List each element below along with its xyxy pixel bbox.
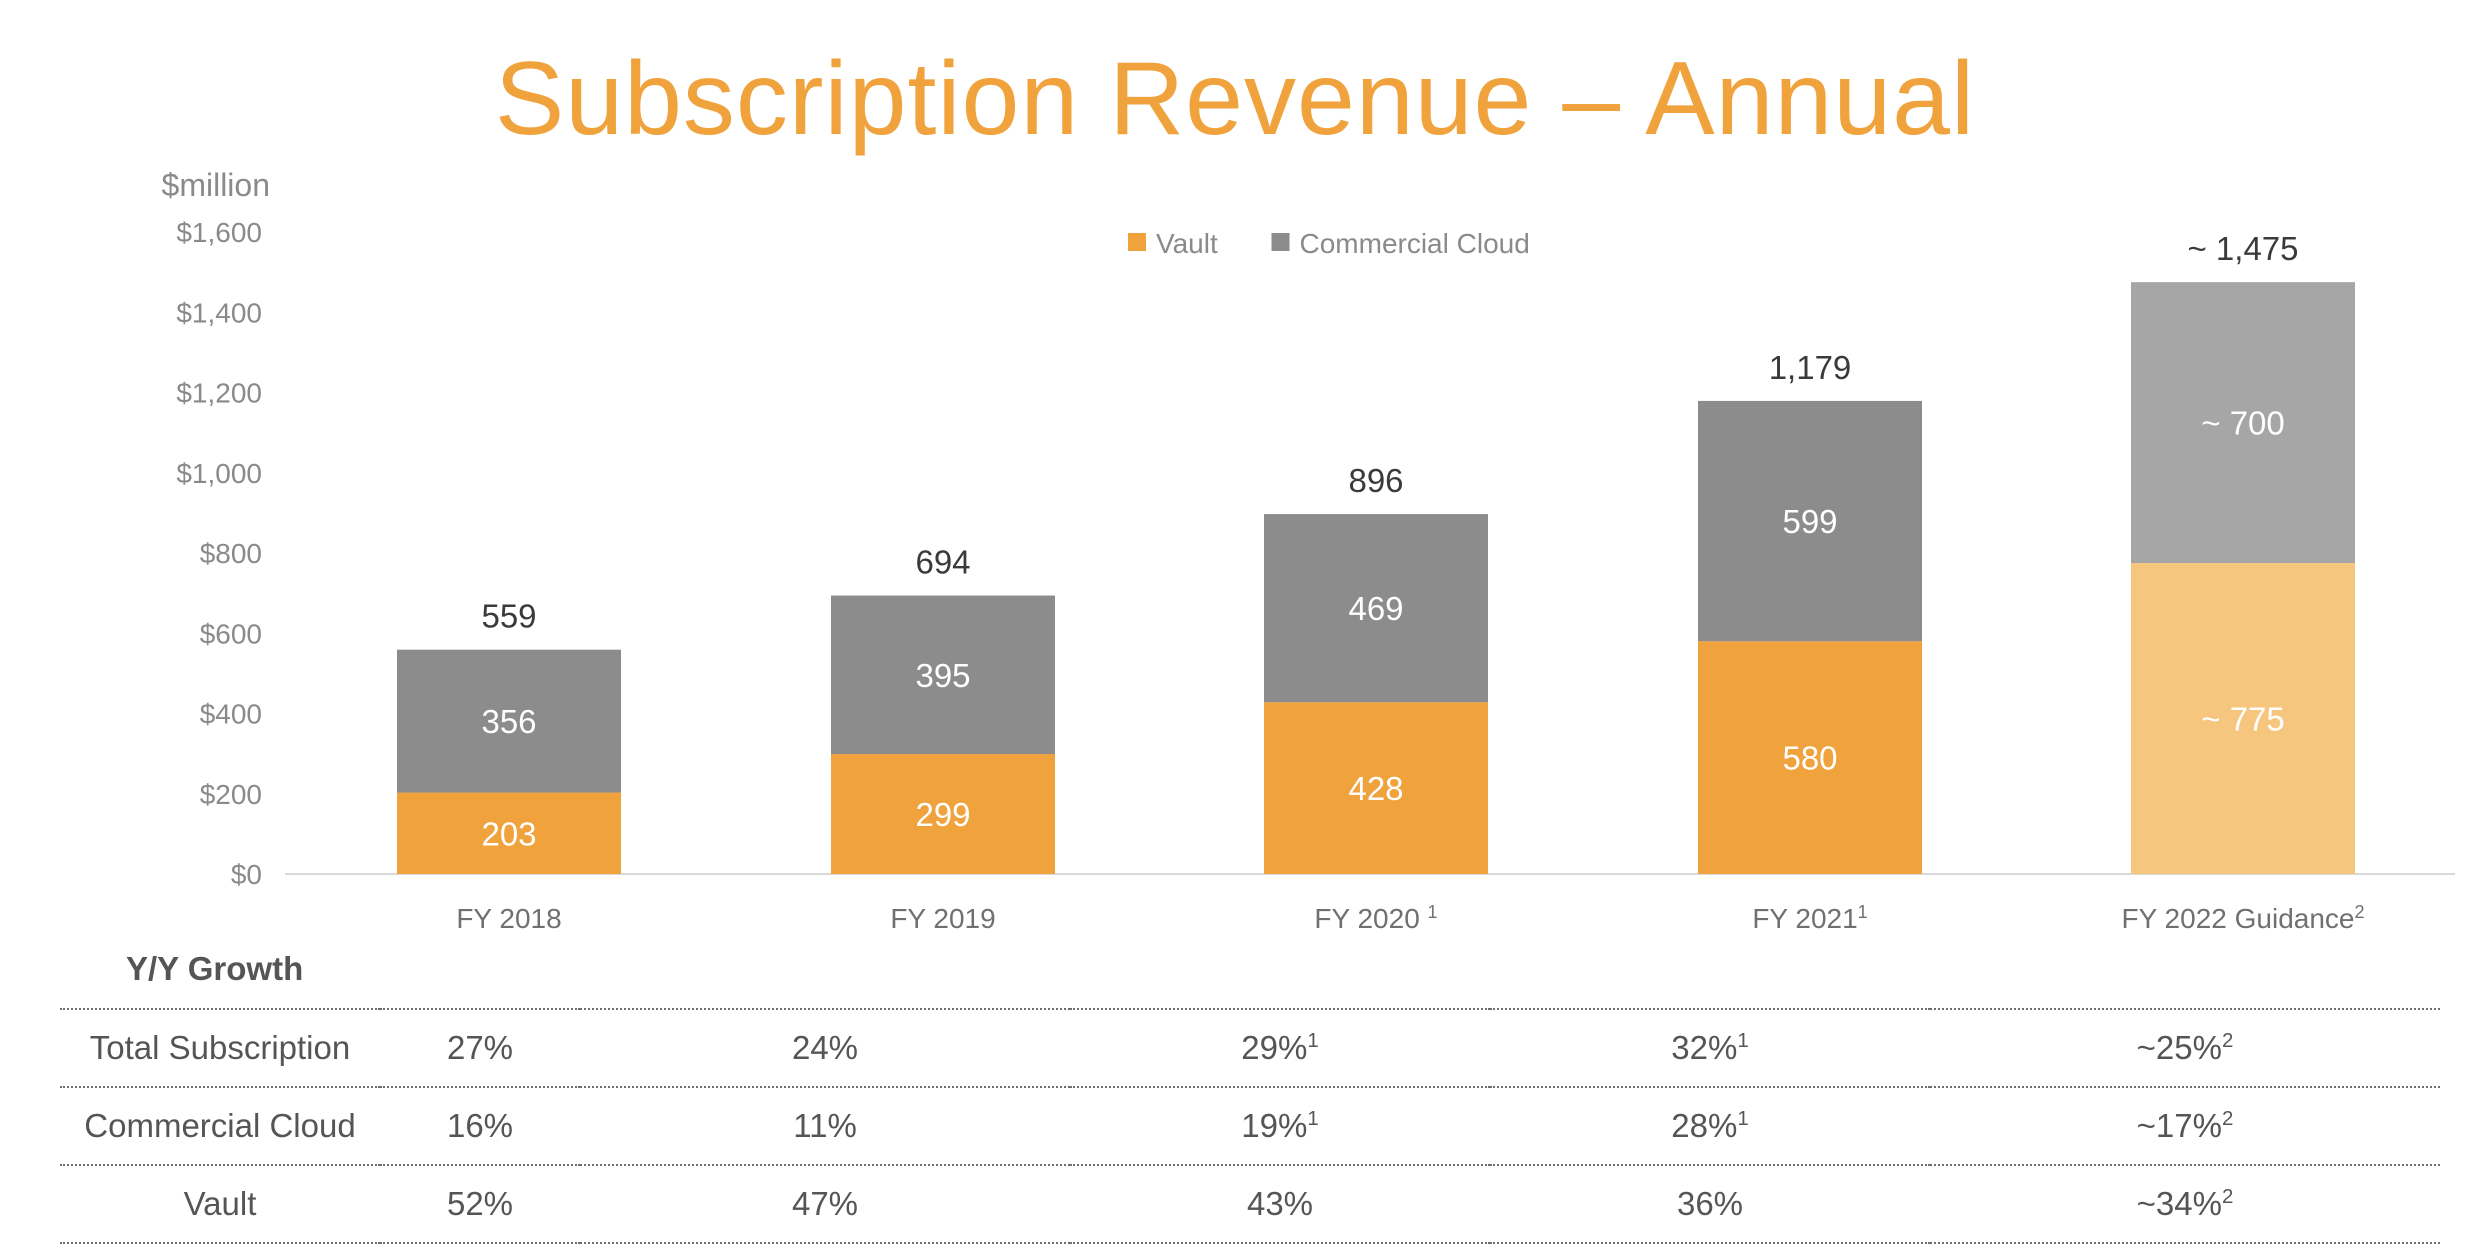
growth-cell: 28%1 <box>1490 1086 1930 1165</box>
y-tick-label: $600 <box>200 618 262 649</box>
x-category-label: FY 2022 Guidance2 <box>2122 902 2365 934</box>
growth-cell: ~25%2 <box>1930 1008 2440 1087</box>
bar-value-label: 599 <box>1782 503 1837 540</box>
bar-total-label: 694 <box>915 544 970 581</box>
bar-total-label: 559 <box>481 598 536 635</box>
growth-cell: 47% <box>580 1164 1070 1244</box>
growth-cell: 36% <box>1490 1164 1930 1244</box>
bar-commercial-cloud <box>1264 514 1488 703</box>
growth-cell: 52% <box>380 1164 580 1244</box>
bar-vault <box>831 754 1055 874</box>
bar-value-label: 395 <box>915 657 970 694</box>
growth-row: Commercial Cloud 16% 11% 19%1 28%1 ~17%2 <box>60 1086 2440 1165</box>
growth-row-label: Vault <box>60 1164 380 1244</box>
growth-table: Total Subscription 27% 24% 29%1 32%1 ~25%2 Com… <box>60 1008 2440 1244</box>
bar-commercial-cloud <box>1698 400 1922 642</box>
growth-cell: 16% <box>380 1086 580 1165</box>
growth-cell: 43% <box>1070 1164 1490 1244</box>
y-tick-label: $400 <box>200 699 262 730</box>
bar-vault <box>1698 641 1922 874</box>
x-category-label: FY 2018 <box>456 903 561 934</box>
bar-commercial-cloud <box>2131 282 2355 564</box>
y-tick-label: $1,000 <box>176 458 262 489</box>
growth-cell: ~17%2 <box>1930 1086 2440 1165</box>
bar-value-label: ~ 700 <box>2201 405 2285 442</box>
stacked-bar-chart: $million $0 $200 $400 $600 $800 $1,000 $1,200 $1… <box>162 167 2455 934</box>
bar-value-label: 469 <box>1348 590 1403 627</box>
bar-total-label: 896 <box>1348 462 1403 499</box>
y-tick-label: $0 <box>231 859 262 890</box>
bar-value-label: 299 <box>915 796 970 833</box>
bar-vault <box>2131 563 2355 874</box>
bar-value-label: ~ 775 <box>2201 701 2285 738</box>
y-tick-label: $1,400 <box>176 297 262 328</box>
y-tick-label: $200 <box>200 779 262 810</box>
bar-value-label: 203 <box>481 815 536 852</box>
y-tick-label: $1,600 <box>176 217 262 248</box>
bar-value-label: 356 <box>481 703 536 740</box>
growth-row-label: Total Subscription <box>60 1008 380 1087</box>
bar-value-label: 580 <box>1782 740 1837 777</box>
growth-cell: 24% <box>580 1008 1070 1087</box>
growth-cell: ~34%2 <box>1930 1164 2440 1244</box>
y-unit-label: $million <box>162 167 270 203</box>
legend-swatch <box>1271 233 1290 251</box>
legend-label: Commercial Cloud <box>1300 228 1530 259</box>
growth-cell: 11% <box>580 1086 1070 1165</box>
x-category-label: FY 20211 <box>1752 902 1867 934</box>
x-category-label: FY 2019 <box>890 903 995 934</box>
bar-total-label: 1,179 <box>1769 349 1852 386</box>
growth-cell: 19%1 <box>1070 1086 1490 1165</box>
growth-row: Total Subscription 27% 24% 29%1 32%1 ~25%2 <box>60 1008 2440 1087</box>
chart-title: Subscription Revenue – Annual <box>494 41 1976 157</box>
growth-cell: 29%1 <box>1070 1008 1490 1087</box>
growth-row-label: Commercial Cloud <box>60 1086 380 1165</box>
growth-row: Vault 52% 47% 43% 36% ~34%2 <box>60 1164 2440 1244</box>
x-category-label: FY 2020 1 <box>1314 902 1437 934</box>
y-tick-label: $1,200 <box>176 378 262 409</box>
legend-swatch <box>1128 233 1146 251</box>
growth-title: Y/Y Growth <box>126 950 304 987</box>
bar-vault <box>1264 702 1488 874</box>
bar-vault <box>397 792 621 874</box>
growth-cell: 27% <box>380 1008 580 1087</box>
bar-commercial-cloud <box>831 595 1055 755</box>
bar-total-label: ~ 1,475 <box>2187 230 2298 267</box>
y-tick-label: $800 <box>200 538 262 569</box>
bar-commercial-cloud <box>397 649 621 793</box>
bar-value-label: 428 <box>1348 770 1403 807</box>
growth-cell: 32%1 <box>1490 1008 1930 1087</box>
legend-label: Vault <box>1156 228 1218 259</box>
